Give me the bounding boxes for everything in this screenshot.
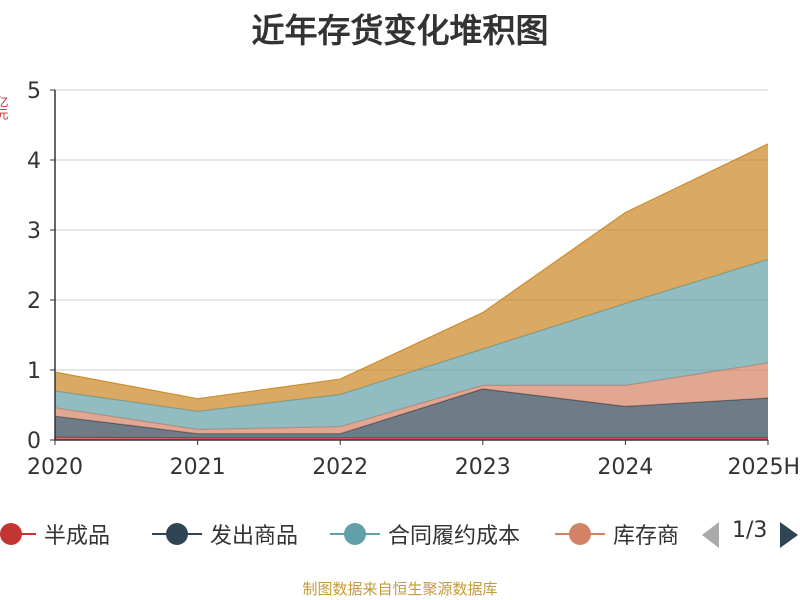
y-tick-label: 1 [27,359,41,384]
y-tick-label: 2 [27,289,41,314]
x-tick-label: 2023 [455,455,511,480]
legend-symbol-icon [330,512,380,556]
legend-symbol-icon [0,512,36,556]
legend-pager: 1/3 [700,512,800,556]
y-axis-label: 亿元 [0,96,9,120]
legend-item[interactable]: 半成品 [0,512,110,556]
x-tick-label: 2025H [727,455,800,480]
legend-prev-page-button[interactable] [702,522,719,548]
legend-next-page-button[interactable] [780,522,798,548]
y-tick-label: 4 [27,149,41,174]
stacked-areas [54,143,769,440]
area-series-2 [55,363,768,434]
x-tick-label: 2021 [170,455,226,480]
area-series-1 [55,388,768,438]
axes: 0 1 2 3 4 5 2020 2021 2022 2023 2024 2025H [27,79,800,480]
legend-symbol-icon [555,512,605,556]
legend-item[interactable]: 发出商品 [152,512,298,556]
legend-item[interactable]: 库存商 [555,512,679,556]
x-tick-label: 2022 [312,455,368,480]
y-tick-label: 3 [27,219,41,244]
y-tick-label: 5 [27,79,41,104]
legend-item[interactable]: 合同履约成本 [330,512,520,556]
legend-label: 库存商 [613,524,680,549]
area-series-3 [55,259,768,430]
legend-label: 合同履约成本 [388,524,521,549]
area-series-4 [55,143,768,412]
x-tick-label: 2024 [597,455,653,480]
series-line-4 [54,143,769,400]
chart-title: 近年存货变化堆积图 [251,11,549,50]
legend-symbol-icon [152,512,202,556]
legend-label: 半成品 [44,524,111,549]
source-note: 制图数据来自恒生聚源数据库 [302,580,498,598]
legend: 半成品 发出商品 合同履约成本 库存商 [0,512,700,556]
legend-page-indicator: 1/3 [732,518,768,543]
y-tick-label: 0 [27,429,41,454]
x-tick-label: 2020 [27,455,83,480]
legend-label: 发出商品 [210,524,299,549]
